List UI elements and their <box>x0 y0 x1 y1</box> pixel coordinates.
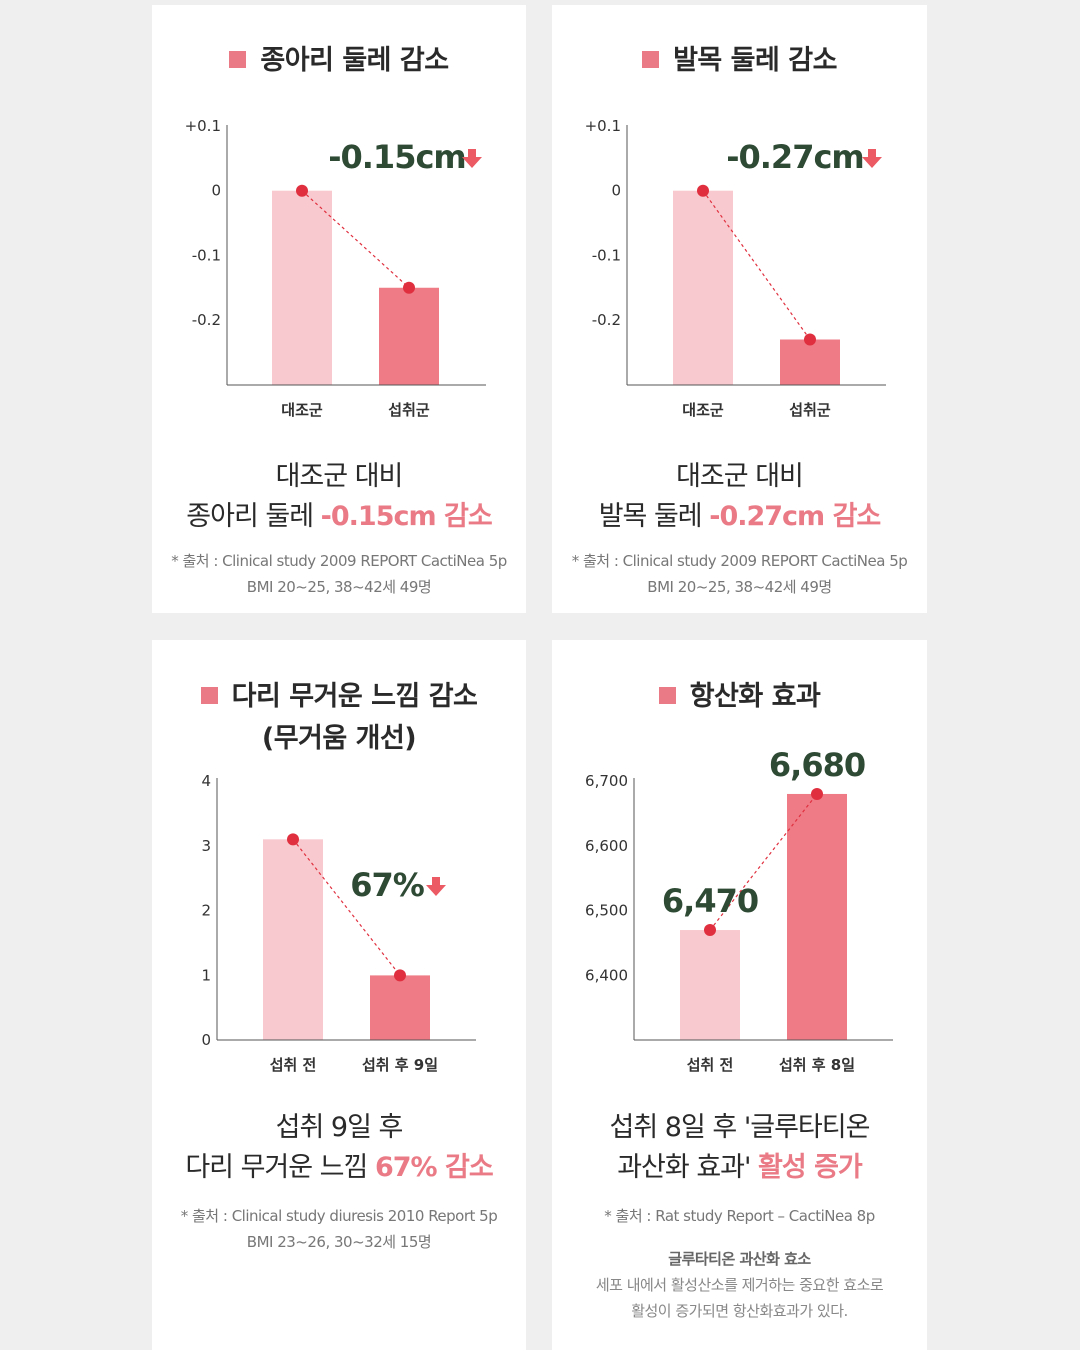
y-tick-label: 0 <box>611 182 621 200</box>
y-tick-label: 1 <box>201 966 211 984</box>
bar-0 <box>263 839 323 1040</box>
chart-antioxidant: 6,700 6,600 6,500 6,400 섭취 전 섭취 후 8일 6,470 6,68… <box>585 746 893 1074</box>
y-tick-label: 6,600 <box>585 837 628 855</box>
data-point-1 <box>403 281 415 294</box>
caption: 대조군 대비 발목 둘레 -0.27cm 감소 <box>598 461 882 532</box>
bar-0 <box>673 190 733 385</box>
bar-0 <box>272 190 332 385</box>
caption: 대조군 대비 종아리 둘레 -0.15cm 감소 <box>186 461 492 532</box>
y-tick-label: 6,700 <box>585 772 628 790</box>
square-bullet-icon <box>200 687 218 704</box>
panel-antioxidant: 항산화 효과 6,700 6,600 6,500 6,400 섭취 전 섭취 후 8일 6,… <box>552 640 927 1350</box>
x-category-label: 섭취군 <box>388 401 430 419</box>
y-tick-label: -0.2 <box>592 311 621 329</box>
data-point-1 <box>804 333 816 346</box>
y-tick-label: 4 <box>201 772 211 790</box>
change-value-label: -0.27cm <box>726 138 864 176</box>
value-label-0: 6,470 <box>662 882 758 920</box>
data-point-1 <box>394 969 406 982</box>
chart-ankle: +0.1 0 -0.1 -0.2 대조군 섭취군 -0.27cm <box>585 117 886 419</box>
y-tick-label: 3 <box>201 837 211 855</box>
y-tick-label: 6,400 <box>585 966 628 984</box>
source-note: * 출처 : Clinical study 2009 REPORT CactiN… <box>571 552 908 596</box>
bar-1 <box>787 793 847 1040</box>
square-bullet-icon <box>229 51 247 68</box>
panel-title: 종아리 둘레 감소 <box>152 40 526 82</box>
x-category-label: 섭취군 <box>789 401 831 419</box>
down-arrow-icon <box>862 149 882 168</box>
source-note: * 출처 : Clinical study diuresis 2010 Repo… <box>180 1207 498 1251</box>
data-point-0 <box>287 833 299 846</box>
x-category-label: 대조군 <box>682 401 724 419</box>
y-tick-label: +0.1 <box>585 117 621 135</box>
value-label-1: 6,680 <box>769 746 865 784</box>
x-category-label: 섭취 후 9일 <box>362 1056 438 1074</box>
panel-ankle: 발목 둘레 감소 +0.1 0 -0.1 -0.2 대조군 섭취군 -0.27cm 대조군 … <box>552 5 927 613</box>
y-tick-label: -0.2 <box>192 311 221 329</box>
bar-0 <box>680 930 740 1040</box>
data-point-0 <box>296 184 308 197</box>
trend-line <box>702 190 811 340</box>
source-note: * 출처 : Clinical study 2009 REPORT CactiN… <box>171 552 507 596</box>
trend-line <box>292 838 401 976</box>
panel-title: 다리 무거운 느낌 감소 (무거움 개선) <box>152 676 526 760</box>
bar-1 <box>780 339 840 385</box>
y-tick-label: 0 <box>211 182 221 200</box>
panel-leg-heaviness: 다리 무거운 느낌 감소 (무거움 개선) 4 3 2 1 0 섭취 전 섭취 후 9일 67… <box>152 640 526 1350</box>
panel-calf: 종아리 둘레 감소 +0.1 0 -0.1 -0.2 대조군 섭취군 -0.15cm 대조군… <box>152 5 526 613</box>
data-point-0 <box>704 924 716 937</box>
bar-1 <box>370 975 430 1040</box>
change-value-label: -0.15cm <box>328 138 466 176</box>
y-tick-label: +0.1 <box>185 117 221 135</box>
down-arrow-icon <box>426 877 446 896</box>
chart-calf: +0.1 0 -0.1 -0.2 대조군 섭취군 -0.15cm <box>185 117 486 419</box>
panel-title: 항산화 효과 <box>552 676 927 718</box>
data-point-0 <box>697 184 709 197</box>
x-category-label: 섭취 전 <box>270 1056 317 1074</box>
glutathione-note: 글루타티온 과산화 효소 세포 내에서 활성산소를 제거하는 중요한 효소로 활… <box>595 1250 884 1320</box>
chart-leg-heaviness: 4 3 2 1 0 섭취 전 섭취 후 9일 67% <box>201 772 476 1074</box>
trend-line <box>709 793 818 931</box>
panel-title: 발목 둘레 감소 <box>552 40 927 82</box>
y-tick-label: -0.1 <box>592 246 621 264</box>
x-category-label: 대조군 <box>281 401 323 419</box>
x-category-label: 섭취 전 <box>687 1056 734 1074</box>
change-value-label: 67% <box>350 866 425 904</box>
caption: 섭취 8일 후 '글루타티온 과산화 효과' 활성 증가 <box>609 1112 871 1183</box>
square-bullet-icon <box>658 687 676 704</box>
caption: 섭취 9일 후 다리 무거운 느낌 67% 감소 <box>185 1112 493 1183</box>
square-bullet-icon <box>642 51 660 68</box>
source-note: * 출처 : Rat study Report – CactiNea 8p <box>604 1207 875 1225</box>
x-category-label: 섭취 후 8일 <box>779 1056 855 1074</box>
trend-line <box>301 190 410 289</box>
down-arrow-icon <box>462 149 482 168</box>
y-tick-label: -0.1 <box>192 246 221 264</box>
y-tick-label: 6,500 <box>585 902 628 920</box>
y-tick-label: 2 <box>201 902 211 920</box>
bar-1 <box>379 287 439 385</box>
data-point-1 <box>811 787 823 800</box>
y-tick-label: 0 <box>201 1031 211 1049</box>
